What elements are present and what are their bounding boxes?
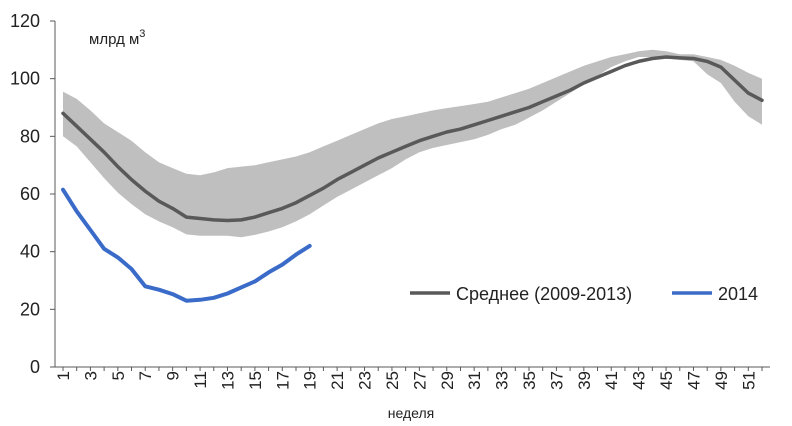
- x-tick-label: 11: [191, 371, 210, 389]
- x-tick-label: 7: [136, 371, 155, 380]
- x-tick-label: 29: [438, 371, 457, 390]
- y-tick-label: 60: [20, 184, 40, 204]
- x-tick-label: 9: [164, 371, 183, 380]
- x-tick-label: 23: [356, 371, 375, 390]
- x-tick-label: 37: [547, 371, 566, 390]
- y-tick-label: 20: [20, 299, 40, 319]
- x-tick-label: 35: [520, 371, 539, 390]
- x-tick-label: 27: [410, 371, 429, 390]
- x-tick-label: 19: [301, 371, 320, 390]
- x-tick-labels: 1 3 5 7 9 11 13 15 17 19 21 23 25 27 29 31 33 35 37 39 41 43 4…: [54, 371, 758, 390]
- y-tick-labels: 0 20 40 60 80 100 120: [10, 11, 40, 377]
- legend-item-2014: 2014: [672, 284, 758, 304]
- x-tick-label: 5: [109, 371, 128, 380]
- x-tick-label: 49: [712, 371, 731, 390]
- series-average-line: [61, 55, 764, 223]
- x-tick-label: 41: [602, 371, 621, 390]
- legend-item-average: Среднее (2009-2013): [410, 284, 632, 304]
- x-tick-label: 43: [630, 371, 649, 390]
- x-tick-label: 47: [684, 371, 703, 390]
- x-tick-label: 1: [54, 371, 73, 380]
- axes-layer: [50, 20, 770, 371]
- x-tick-label: 45: [657, 371, 676, 390]
- x-tick-label: 17: [273, 371, 292, 390]
- legend: Среднее (2009-2013) 2014: [410, 284, 758, 304]
- x-tick-label: 21: [328, 371, 347, 390]
- legend-label-average: Среднее (2009-2013): [456, 284, 632, 304]
- y-tick-label: 40: [20, 242, 40, 262]
- x-tick-label: 33: [493, 371, 512, 390]
- x-tick-label: 31: [465, 371, 484, 390]
- x-tick-label: 51: [739, 371, 758, 390]
- x-tick-label: 3: [81, 371, 100, 380]
- unit-superscript: 3: [139, 28, 145, 40]
- x-tick-label: 39: [575, 371, 594, 390]
- x-tick-label: 15: [246, 371, 265, 390]
- legend-label-2014: 2014: [718, 284, 758, 304]
- y-tick-label: 0: [30, 357, 40, 377]
- x-tick-label: 25: [383, 371, 402, 390]
- x-tick-label: 13: [218, 371, 237, 390]
- unit-label: млрд м3: [89, 28, 145, 48]
- y-tick-label: 120: [10, 11, 40, 31]
- y-tick-label: 80: [20, 126, 40, 146]
- series-line-2014: [61, 187, 312, 303]
- x-axis-title: неделя: [388, 405, 434, 421]
- y-tick-label: 100: [10, 69, 40, 89]
- series-layer: [61, 55, 764, 303]
